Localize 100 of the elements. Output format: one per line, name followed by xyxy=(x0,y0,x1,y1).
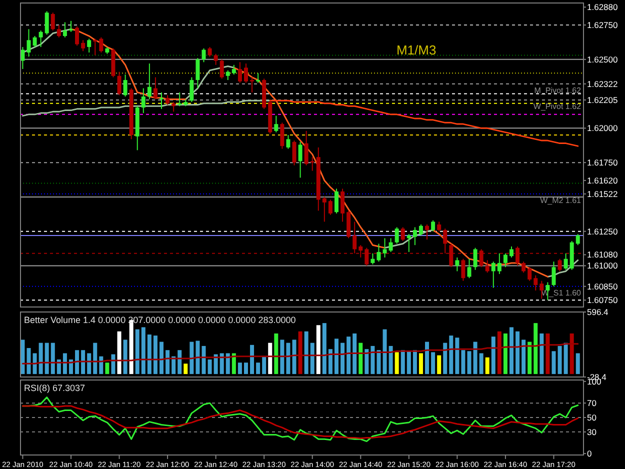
bar xyxy=(552,351,556,374)
bar xyxy=(117,331,122,374)
y-tick-label: 1.62500 xyxy=(587,54,618,64)
candlestick xyxy=(220,58,224,80)
y-tick-label: 1.62322 xyxy=(587,78,618,89)
bar xyxy=(292,340,296,374)
candlestick xyxy=(292,140,296,166)
bar xyxy=(81,350,86,374)
bar xyxy=(141,327,146,374)
bar xyxy=(455,338,460,374)
bar xyxy=(250,344,254,374)
y-tick-label: 1.61250 xyxy=(587,226,618,236)
candlestick xyxy=(117,71,122,96)
bar xyxy=(370,346,375,374)
bar xyxy=(412,350,417,374)
bar xyxy=(516,331,520,374)
bar xyxy=(93,342,98,374)
candlestick xyxy=(576,234,580,246)
candlestick xyxy=(26,28,31,58)
y-tick-label: 1.61080 xyxy=(587,250,618,260)
y-tick-label: 0 xyxy=(587,448,592,459)
bar xyxy=(123,340,128,374)
bar xyxy=(406,351,411,374)
candlestick xyxy=(437,221,442,232)
bar xyxy=(256,362,260,374)
candlestick xyxy=(166,94,170,106)
candlestick xyxy=(226,70,230,81)
bar xyxy=(431,352,436,374)
bar xyxy=(364,349,369,374)
candlestick xyxy=(38,30,43,48)
candlestick xyxy=(274,115,278,133)
line-series xyxy=(22,405,579,440)
candlestick xyxy=(123,74,128,98)
bar xyxy=(461,350,466,374)
candlestick xyxy=(256,72,260,84)
candlestick xyxy=(244,63,248,84)
candlestick xyxy=(406,234,411,252)
candlestick xyxy=(522,261,526,274)
bar xyxy=(196,340,200,374)
y-tick-label: 50 xyxy=(587,412,597,422)
candlestick xyxy=(280,122,284,150)
bar xyxy=(160,342,164,374)
ref-line-label: W_M2 1.61 xyxy=(540,196,582,205)
candlestick xyxy=(172,102,176,112)
candlestick xyxy=(238,62,242,84)
candlestick xyxy=(412,226,417,246)
bar xyxy=(528,342,532,374)
bar xyxy=(26,348,31,374)
candlestick xyxy=(50,12,55,32)
bar xyxy=(226,353,230,374)
y-tick-label: 1.62000 xyxy=(587,123,618,134)
candlestick xyxy=(328,199,332,216)
candlestick xyxy=(160,92,164,110)
y-tick-label: 1.61620 xyxy=(587,175,618,186)
y-tick-label: 1.60750 xyxy=(587,295,618,306)
candlestick xyxy=(485,260,490,274)
y-tick-label: 1.62205 xyxy=(587,94,618,105)
bar xyxy=(238,362,242,374)
candlestick xyxy=(352,221,357,254)
bar xyxy=(382,329,387,374)
candlestick xyxy=(552,261,556,287)
candlestick xyxy=(202,48,206,63)
chart-title: RSI(8) 67.3037 xyxy=(24,383,86,393)
candlestick xyxy=(56,24,61,38)
candlestick xyxy=(286,134,290,150)
bar xyxy=(546,333,550,374)
bar xyxy=(485,357,490,374)
candlestick xyxy=(322,196,326,222)
y-tick-label: 1.62880 xyxy=(587,2,618,12)
bar xyxy=(449,336,454,374)
candlestick xyxy=(503,252,508,268)
candlestick xyxy=(153,76,158,100)
candlestick xyxy=(534,274,538,291)
bar xyxy=(558,346,562,374)
candlestick xyxy=(250,76,254,93)
bar xyxy=(328,349,332,374)
y-tick-label: 1.60850 xyxy=(587,281,618,292)
bar xyxy=(208,359,212,374)
candlestick xyxy=(340,188,345,222)
candlestick xyxy=(75,26,80,46)
bar xyxy=(400,350,405,374)
bar xyxy=(425,342,430,374)
bar xyxy=(522,340,526,374)
bar xyxy=(75,350,80,374)
bar xyxy=(491,336,496,374)
candlestick xyxy=(509,246,514,258)
bar xyxy=(268,342,272,374)
candlestick xyxy=(400,226,405,242)
candlestick xyxy=(455,256,460,272)
bar xyxy=(166,350,170,374)
bar xyxy=(467,351,472,374)
bar xyxy=(388,346,393,374)
candlestick xyxy=(376,243,381,262)
candlestick xyxy=(388,238,393,252)
bar xyxy=(534,323,538,374)
bar xyxy=(304,331,308,374)
candlestick xyxy=(298,141,302,178)
candlestick xyxy=(418,224,423,236)
candlestick xyxy=(491,261,496,288)
candlestick xyxy=(431,220,436,232)
